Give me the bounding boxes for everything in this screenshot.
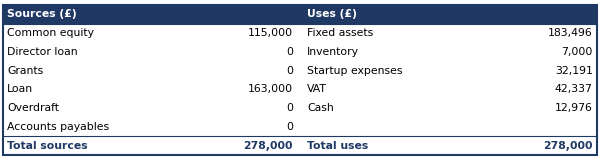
Text: Total sources: Total sources	[7, 141, 88, 151]
Text: Fixed assets: Fixed assets	[307, 28, 373, 38]
Text: VAT: VAT	[307, 84, 327, 94]
Text: Overdraft: Overdraft	[7, 103, 59, 113]
Text: 0: 0	[286, 103, 293, 113]
Text: 32,191: 32,191	[555, 66, 593, 76]
Text: Cash: Cash	[307, 103, 334, 113]
Text: Startup expenses: Startup expenses	[307, 66, 403, 76]
Text: 163,000: 163,000	[248, 84, 293, 94]
Text: Common equity: Common equity	[7, 28, 94, 38]
Text: 183,496: 183,496	[548, 28, 593, 38]
Text: 278,000: 278,000	[244, 141, 293, 151]
Text: Loan: Loan	[7, 84, 34, 94]
Text: Accounts payables: Accounts payables	[7, 122, 109, 132]
Text: Total uses: Total uses	[307, 141, 368, 151]
Text: Inventory: Inventory	[307, 47, 359, 57]
Text: Director loan: Director loan	[7, 47, 78, 57]
Text: Sources (£): Sources (£)	[7, 9, 77, 19]
Text: Uses (£): Uses (£)	[307, 9, 357, 19]
Text: Grants: Grants	[7, 66, 43, 76]
Text: 115,000: 115,000	[248, 28, 293, 38]
Text: 12,976: 12,976	[555, 103, 593, 113]
Text: 0: 0	[286, 122, 293, 132]
Bar	[3, 5, 597, 24]
Text: 0: 0	[286, 66, 293, 76]
Text: 42,337: 42,337	[555, 84, 593, 94]
Text: 278,000: 278,000	[544, 141, 593, 151]
Text: 7,000: 7,000	[562, 47, 593, 57]
Text: 0: 0	[286, 47, 293, 57]
